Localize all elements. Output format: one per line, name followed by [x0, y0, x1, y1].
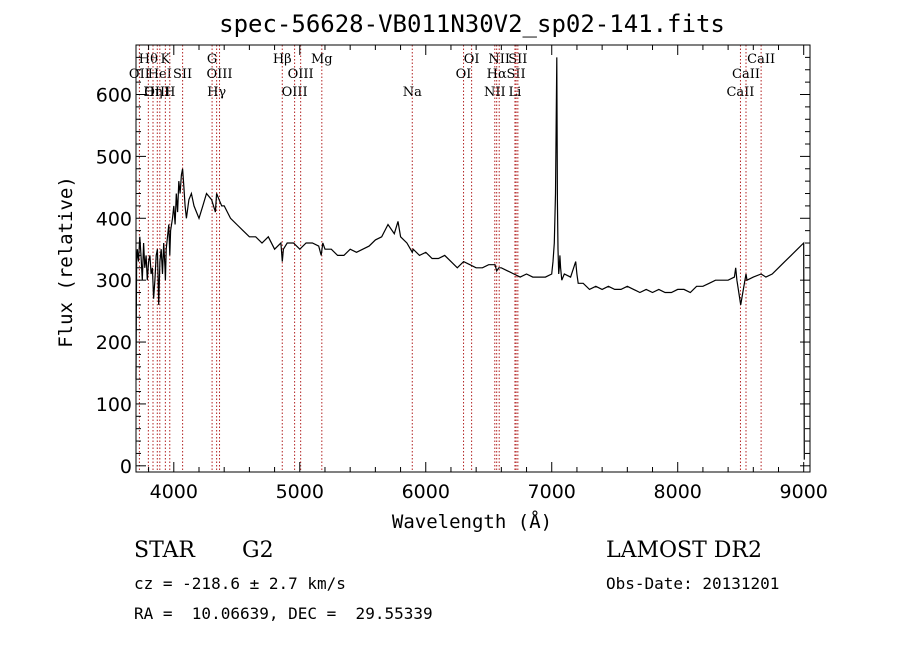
x-tick-label: 4000: [150, 481, 198, 503]
y-tick-label: 400: [96, 208, 132, 230]
spectral-line-label: H: [164, 85, 175, 100]
redshift-velocity: cz = -218.6 ± 2.7 km/s: [134, 574, 346, 593]
spectral-line-markers: HθOIIHηOIIIHeIKHSIIGOIIIHγHβOIIIOIIIMgNa…: [129, 45, 775, 472]
y-axis-label: Flux (relative): [55, 176, 77, 348]
spectral-line-label: OII: [129, 67, 150, 82]
spectral-line-label: Hβ: [273, 52, 292, 67]
x-axis-label: Wavelength (Å): [392, 510, 552, 533]
y-tick-label: 600: [96, 85, 132, 107]
spectral-line-label: Li: [509, 85, 522, 100]
spectral-line-label: Hη: [143, 85, 162, 100]
x-tick-label: 9000: [780, 481, 828, 503]
spectral-line-label: OIII: [144, 85, 170, 100]
spectral-line-label: NII: [488, 52, 510, 67]
spectral-line-label: Hθ: [139, 52, 158, 67]
x-tick-label: 7000: [528, 481, 576, 503]
object-class: STAR: [134, 538, 195, 563]
spectral-line-label: Mg: [311, 52, 333, 67]
spectral-line-label: G: [207, 52, 217, 67]
spectral-line-label: SII: [508, 52, 527, 67]
spectral-line-label: CaII: [747, 52, 775, 67]
spectral-line-label: OIII: [288, 67, 314, 82]
spectral-line-label: OIII: [206, 67, 232, 82]
spectral-line-label: CaII: [726, 85, 754, 100]
spectral-line-label: HeI: [148, 67, 172, 82]
axis-ticks: 4000 5000 6000 7000 8000 9000 0 100 200 300 400 500…: [96, 45, 828, 503]
spectral-line-label: Hγ: [207, 85, 226, 100]
y-tick-label: 100: [96, 394, 132, 416]
spectral-line-label: SII: [173, 67, 192, 82]
y-tick-label: 500: [96, 146, 132, 168]
plot-frame: [135, 44, 811, 473]
sky-coordinates: RA = 10.06639, DEC = 29.55339: [134, 604, 433, 623]
y-tick-label: 200: [96, 332, 132, 354]
spectral-line-label: SII: [506, 67, 525, 82]
x-tick-label: 5000: [276, 481, 324, 503]
observation-date: Obs-Date: 20131201: [606, 574, 780, 593]
spectrum-series-line: [135, 57, 805, 460]
y-tick-label: 0: [120, 456, 132, 478]
x-tick-label: 6000: [402, 481, 450, 503]
spectral-line-label: NII: [484, 85, 506, 100]
spectral-line-label: OI: [456, 67, 472, 82]
spectral-line-label: CaII: [732, 67, 760, 82]
y-tick-label: 300: [96, 270, 132, 292]
spectral-line-label: OI: [464, 52, 480, 67]
object-subclass: G2: [242, 538, 274, 563]
x-tick-label: 8000: [654, 481, 702, 503]
survey-name: LAMOST DR2: [606, 538, 762, 563]
chart-title: spec-56628-VB011N30V2_sp02-141.fits: [219, 10, 725, 38]
spectral-line-label: Na: [403, 85, 422, 100]
spectral-line-label: OIII: [282, 85, 308, 100]
spectral-line-label: K: [160, 52, 170, 67]
spectral-line-label: Hα: [487, 67, 507, 82]
